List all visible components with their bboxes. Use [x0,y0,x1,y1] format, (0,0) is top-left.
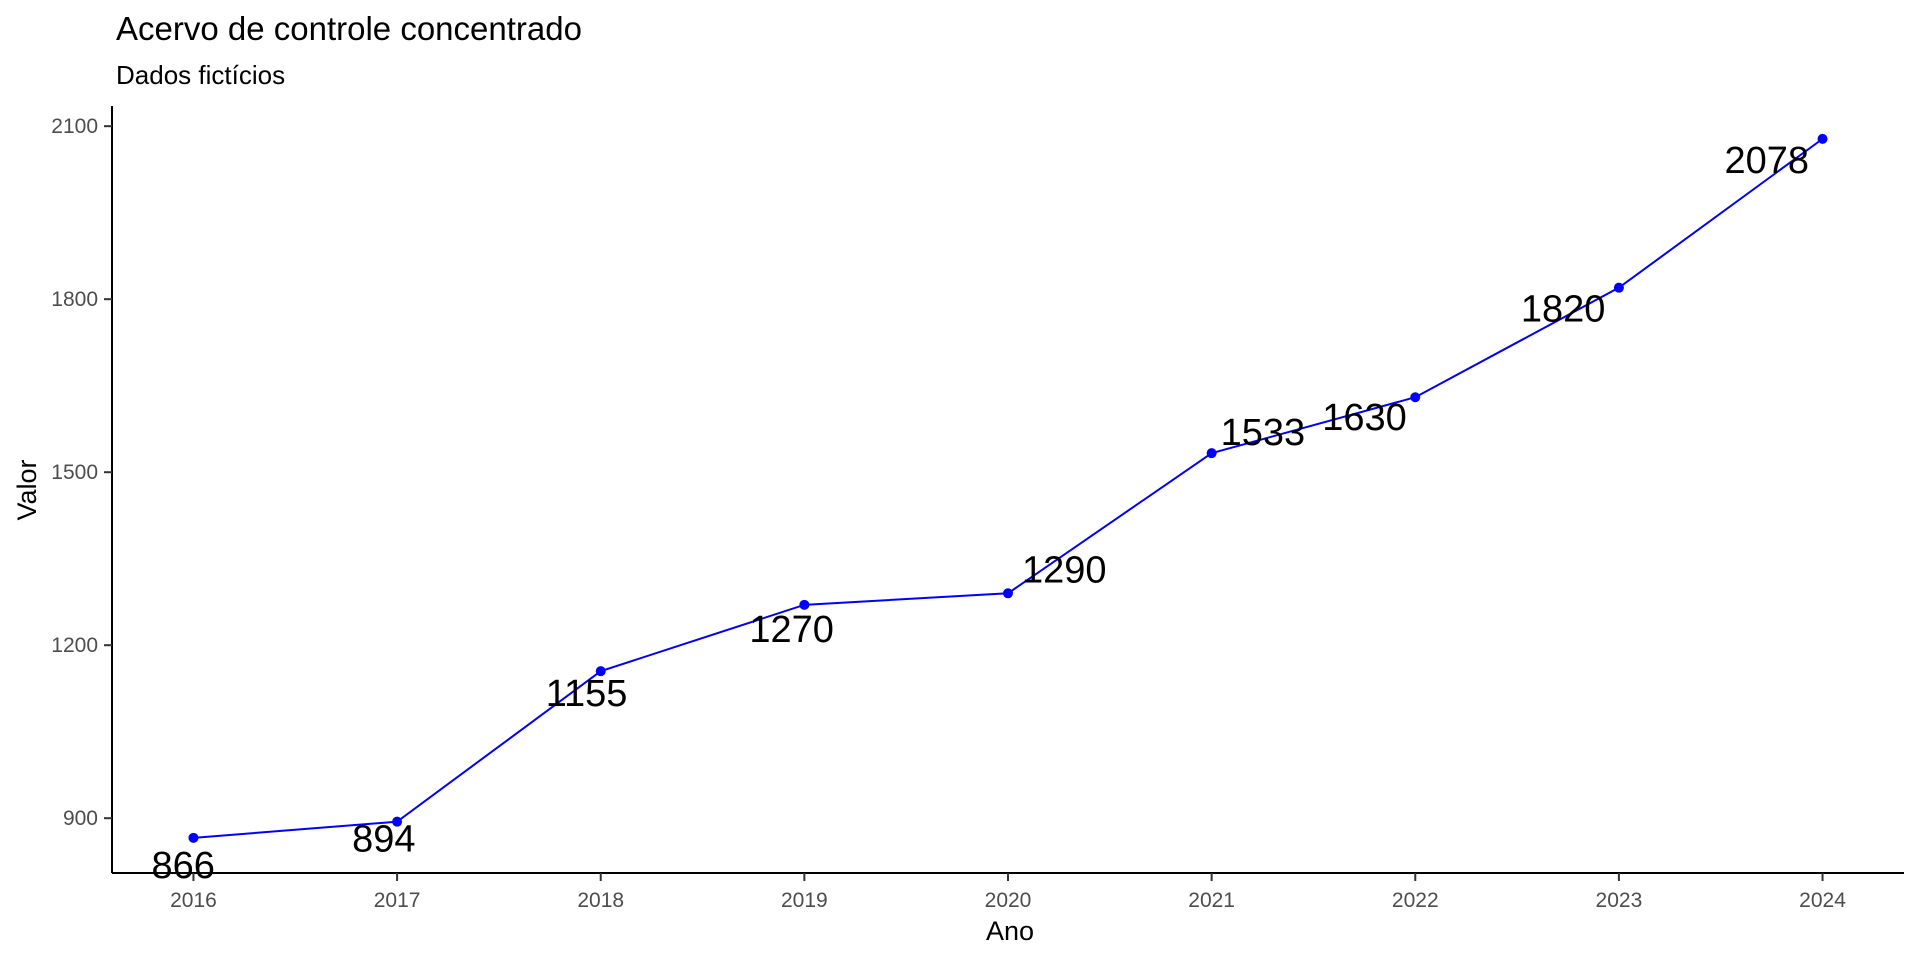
x-tick-label: 2020 [985,889,1032,912]
data-point [1003,588,1013,599]
data-point [1817,133,1828,144]
series-layer [188,133,1828,843]
y-tick-label: 1500 [51,461,98,484]
data-label: 1533 [1221,412,1306,454]
data-labels-layer: 866 894 1155 1270 1290 1533 1630 1820 2078 [151,140,1809,887]
data-point [595,666,606,677]
y-tick-label: 1200 [51,634,98,657]
y-axis-title: Valor [12,459,42,520]
y-axis-ticks: 900 1200 1500 1800 2100 [51,115,112,830]
data-label: 1155 [546,673,628,715]
x-tick-label: 2021 [1188,889,1235,912]
x-tick-label: 2024 [1799,889,1846,912]
x-tick-label: 2022 [1392,889,1439,912]
chart-title: Acervo de controle concentrado [116,10,582,47]
data-point [1206,448,1217,459]
series-line [193,138,1824,839]
x-tick-label: 2019 [781,889,828,912]
data-point [1410,392,1421,403]
y-tick-label: 900 [63,807,98,830]
x-tick-label: 2023 [1596,889,1643,912]
data-label: 1820 [1521,289,1606,331]
data-point [188,832,199,843]
chart-subtitle: Dados fictícios [116,60,285,90]
data-label: 2078 [1725,140,1810,182]
x-tick-label: 2017 [374,889,421,912]
data-label: 1290 [1022,549,1107,591]
data-label: 1630 [1322,397,1407,439]
data-point [392,816,403,827]
data-label: 1270 [749,609,834,651]
data-label: 866 [151,845,214,887]
y-tick-label: 1800 [51,288,98,311]
data-point [1613,282,1624,293]
axes [111,106,1904,874]
data-label: 894 [352,819,415,861]
x-tick-label: 2016 [170,889,217,912]
data-point [799,599,810,610]
x-tick-label: 2018 [577,889,624,912]
y-tick-label: 2100 [51,115,98,138]
x-axis-ticks: 2016 2017 2018 2019 2020 2021 2022 2023 2024 [170,873,1846,912]
x-axis-title: Ano [986,916,1034,946]
